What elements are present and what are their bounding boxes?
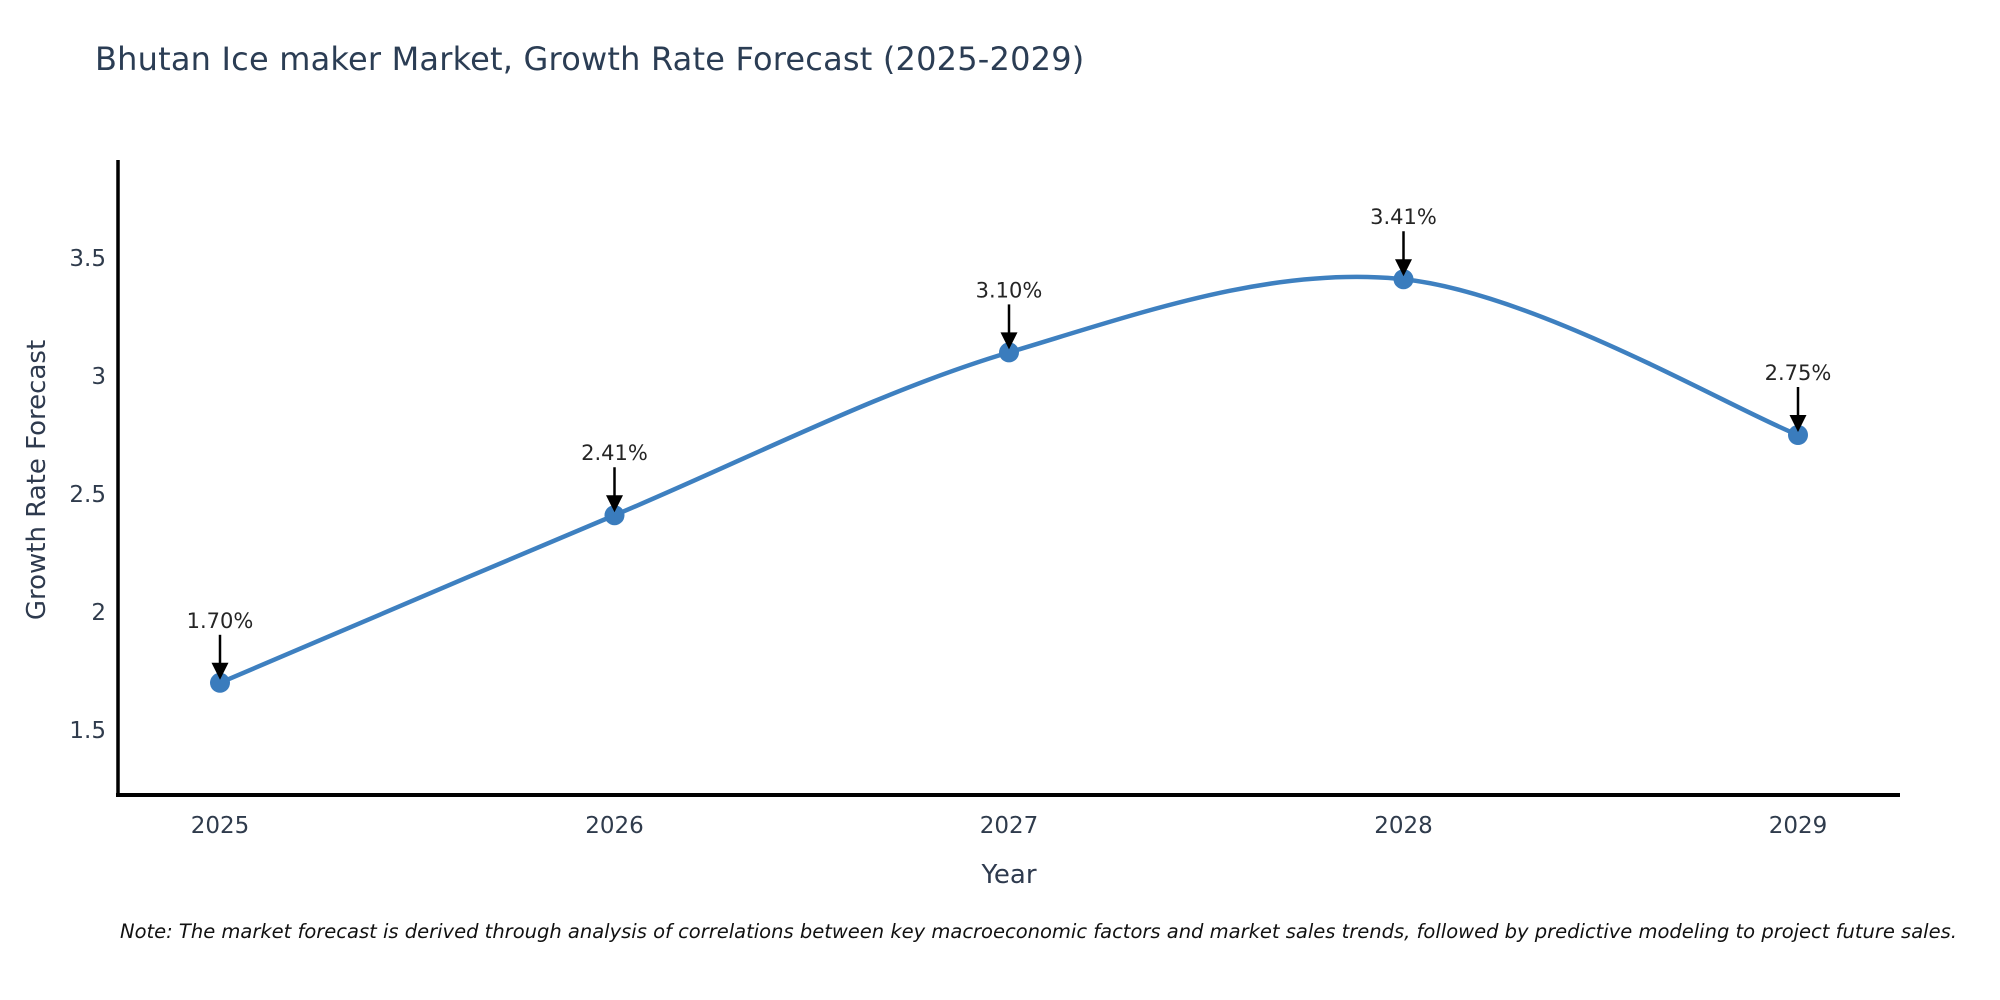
y-axis-title: Growth Rate Forecast [22, 339, 52, 621]
y-tick-label: 3.5 [69, 246, 106, 272]
annotation-arrowhead [1395, 259, 1412, 277]
annotation-arrowhead [211, 662, 229, 680]
y-tick-label: 2.5 [69, 482, 106, 508]
data-point-marker [999, 342, 1019, 363]
data-point-marker [1393, 269, 1414, 290]
annotation-arrowhead [1000, 332, 1018, 350]
x-tick-label: 2027 [980, 813, 1039, 839]
x-tick-label: 2025 [191, 813, 250, 839]
y-tick-label: 2 [91, 600, 106, 626]
data-point-label: 2.75% [1765, 361, 1832, 385]
data-point-marker [210, 672, 230, 693]
data-point-marker [1788, 425, 1808, 445]
data-point-label: 1.70% [187, 609, 254, 633]
x-tick-label: 2028 [1374, 813, 1433, 839]
annotation-arrowhead [1789, 415, 1807, 432]
y-tick-label: 1.5 [69, 718, 106, 744]
x-tick-label: 2029 [1769, 813, 1828, 839]
data-point-label: 3.10% [976, 278, 1043, 302]
x-axis-title: Year [981, 860, 1037, 890]
chart-title: Bhutan Ice maker Market, Growth Rate For… [95, 40, 1085, 78]
chart-note: Note: The market forecast is derived thr… [120, 920, 1957, 943]
y-tick-label: 3 [91, 364, 106, 390]
data-point-label: 2.41% [581, 441, 648, 465]
data-point-label: 3.41% [1370, 205, 1437, 229]
annotation-arrowhead [606, 495, 623, 513]
data-point-marker [604, 505, 625, 526]
x-tick-label: 2026 [585, 813, 644, 839]
